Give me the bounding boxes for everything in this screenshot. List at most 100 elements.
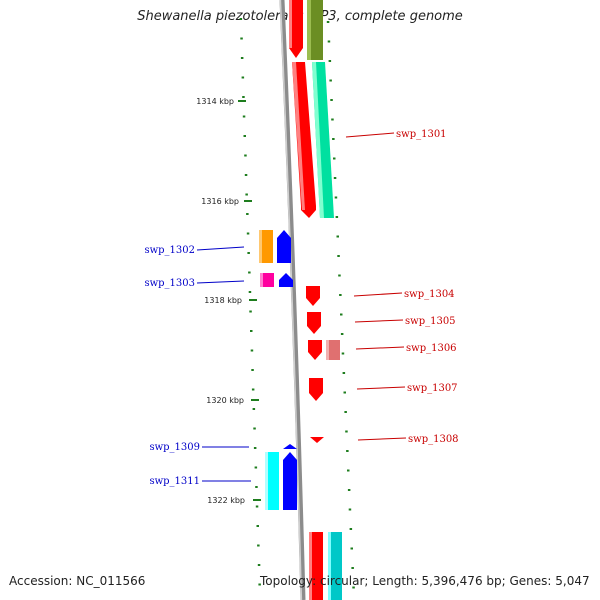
gene-label-swp_1301[interactable]: swp_1301 [396,129,447,140]
ruler-tick [339,294,342,296]
ruler-tick [334,196,338,199]
ruler-tick [248,291,252,293]
ruler-tick [255,486,258,488]
ruler-tick [340,313,343,316]
gene-swp_1307-cds[interactable] [309,378,323,401]
kbp-label: 1314 kbp [196,97,234,106]
kbp-label: 1316 kbp [201,197,239,206]
ruler-tick [328,60,332,62]
kbp-tick-1318: 1318 kbp [204,296,257,305]
gene-label-swp_1303[interactable]: swp_1303 [144,278,195,289]
kbp-tick-1314: 1314 kbp [196,97,246,106]
gene-swp_1301-cog [312,62,334,218]
ruler-tick [250,330,253,332]
ruler-tick [336,235,339,238]
genome-backbone [279,0,306,600]
kbp-label: 1318 kbp [204,296,242,305]
ruler-tick [340,333,344,335]
gene-bottom-cds[interactable] [309,532,323,600]
ruler-tick [245,193,248,196]
ruler-tick [343,391,346,394]
ruler-tick [251,369,254,371]
ruler-tick [341,352,345,355]
gene-label-swp_1302[interactable]: swp_1302 [144,245,195,256]
gene-swp_1309-cds[interactable] [283,444,297,449]
gene-label-group-forward: swp_1301 swp_1304 swp_1305 swp_1306 swp_… [345,129,459,445]
ruler-tick [349,528,353,530]
gene-swp_1303-cds[interactable] [279,273,293,287]
gene-label-group-reverse: swp_1302 swp_1303 swp_1309 swp_1311 [144,245,251,487]
ruler-tick [242,115,246,118]
gene-swp_1303-cog [260,273,274,287]
ruler-tick [333,177,337,179]
gene-top-cds[interactable] [289,0,303,58]
ruler-tick [330,99,333,101]
ruler-tick [240,57,244,59]
ruler-tick [347,489,351,491]
ruler-tick [338,274,341,277]
ruler-tick [257,564,261,566]
kbp-label: 1322 kbp [207,496,245,505]
ruler-tick [251,388,255,391]
kbp-tick-1316: 1316 kbp [201,197,252,206]
ruler-tick [344,411,347,413]
ruler-tick [335,216,339,218]
ruler-tick [337,255,340,257]
ruler-tick [342,372,346,374]
ruler-tick [249,310,252,313]
ruler-tick [248,271,251,274]
gene-swp_1308-cds[interactable] [310,437,324,443]
topology-text: Topology: circular; Length: 5,396,476 bp… [260,574,590,588]
ruler-tick [244,154,247,157]
ruler-tick [246,213,249,215]
gene-label-swp_1311[interactable]: swp_1311 [149,476,200,487]
ruler-tick [242,96,245,98]
gene-label-swp_1309[interactable]: swp_1309 [149,442,200,453]
ruler-tick [258,583,261,586]
gene-label-swp_1306[interactable]: swp_1306 [406,343,457,354]
gene-label-swp_1304[interactable]: swp_1304 [404,289,455,300]
ruler-tick [331,118,334,121]
ruler-tick [347,469,350,472]
kbp-label: 1320 kbp [206,396,244,405]
ruler-tick [239,18,243,20]
accession-text: Accession: NC_011566 [9,574,146,588]
ruler-tick [326,21,330,23]
ruler-tick [240,37,243,40]
gene-swp_1305-cds[interactable] [307,312,321,334]
ruler-tick [252,408,256,410]
ruler-tick [244,174,248,176]
ruler-tick [332,138,335,140]
gene-label-swp_1305[interactable]: swp_1305 [405,316,456,327]
gene-swp_1306-cog [326,340,340,360]
gene-label-swp_1307[interactable]: swp_1307 [407,383,458,394]
gene-swp_1302-cds[interactable] [277,230,291,263]
gene-swp_1311-cog [265,452,279,510]
ruler-tick [345,430,348,433]
ruler-tick [333,157,336,160]
gene-bottom-cog [328,532,342,600]
ruler-tick [351,567,354,569]
ruler-tick [329,79,332,82]
gene-top-cog [307,0,323,60]
ruler-tick [256,525,259,527]
ruler-tick [246,232,250,235]
ruler-tick [348,508,352,511]
ruler-tick [346,450,349,452]
ruler-tick [247,252,250,254]
ruler-tick [243,135,246,137]
ruler-tick [327,40,331,43]
gene-label-swp_1308[interactable]: swp_1308 [408,434,459,445]
kbp-tick-1320: 1320 kbp [206,396,259,405]
gene-swp_1311-cds[interactable] [283,452,297,510]
ruler-tick [350,547,353,550]
kbp-tick-1322: 1322 kbp [207,496,261,505]
ruler-ticks-right [326,21,355,589]
ruler-tick [253,427,256,430]
ruler-tick [255,505,259,508]
gene-swp_1306-cds[interactable] [308,340,322,360]
ruler-tick [254,466,258,469]
gene-swp_1304-cds[interactable] [306,286,320,306]
gene-swp_1301-cds[interactable] [292,62,316,218]
